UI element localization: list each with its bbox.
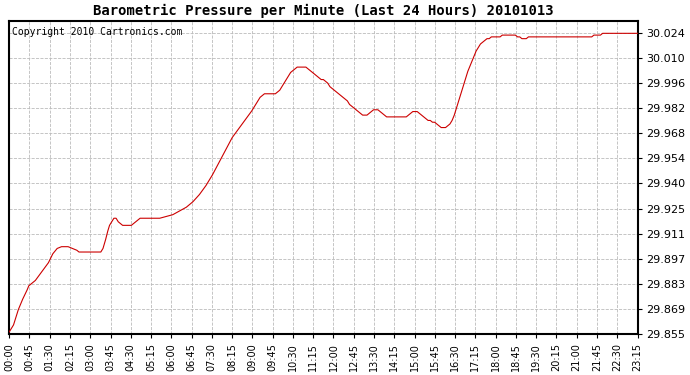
Text: Copyright 2010 Cartronics.com: Copyright 2010 Cartronics.com xyxy=(12,27,183,37)
Title: Barometric Pressure per Minute (Last 24 Hours) 20101013: Barometric Pressure per Minute (Last 24 … xyxy=(93,4,553,18)
